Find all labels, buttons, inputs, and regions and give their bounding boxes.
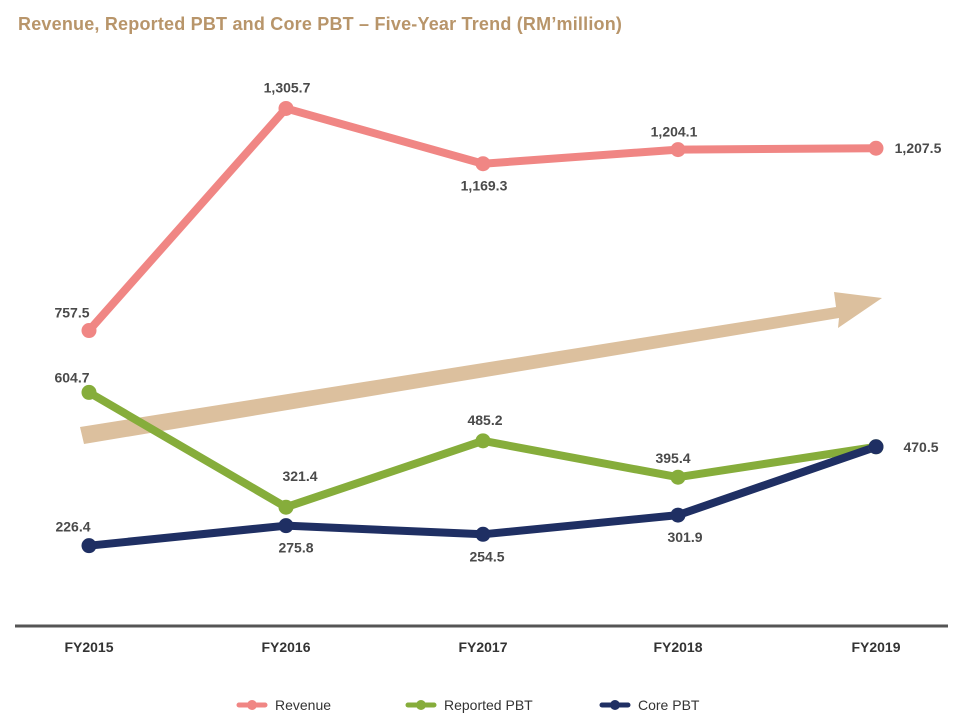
reported-pbt-data-label: 485.2 xyxy=(467,412,502,428)
legend: Revenue Reported PBT Core PBT xyxy=(236,697,700,713)
revenue-point xyxy=(278,100,294,116)
reported-pbt-point xyxy=(670,469,686,485)
revenue-data-label: 1,204.1 xyxy=(651,124,698,140)
revenue-legend-marker xyxy=(247,700,257,710)
core-pbt-point xyxy=(670,507,686,523)
revenue-data-label: 1,169.3 xyxy=(461,178,508,194)
reported-pbt-legend-label: Reported PBT xyxy=(444,697,533,713)
revenue-point xyxy=(670,142,686,158)
core-pbt-data-label: 226.4 xyxy=(55,519,90,535)
reported-pbt-data-label: 470.5 xyxy=(903,439,938,455)
revenue-data-label: 757.5 xyxy=(54,305,89,321)
core-pbt-data-label: 301.9 xyxy=(667,529,702,545)
core-pbt-point xyxy=(81,538,97,554)
x-tick-label: FY2017 xyxy=(458,639,507,655)
core-pbt-data-label: 254.5 xyxy=(469,548,504,564)
x-tick-label: FY2016 xyxy=(261,639,310,655)
core-pbt-legend-label: Core PBT xyxy=(638,697,700,713)
core-pbt-legend-marker xyxy=(610,700,620,710)
revenue-line xyxy=(85,104,880,335)
reported-pbt-data-label: 321.4 xyxy=(282,468,317,484)
x-tick-label: FY2015 xyxy=(64,639,113,655)
x-tick-label: FY2018 xyxy=(653,639,702,655)
revenue-legend-label: Revenue xyxy=(275,697,331,713)
x-tick-labels-layer: FY2015 FY2016 FY2017 FY2018 FY2019 xyxy=(64,639,900,655)
revenue-point xyxy=(868,140,884,156)
cagr-arrow xyxy=(80,292,882,444)
revenue-point xyxy=(475,156,491,172)
series-points-layer xyxy=(81,100,884,554)
reported-pbt-point xyxy=(81,384,97,400)
reported-pbt-data-label: 395.4 xyxy=(655,450,690,466)
revenue-data-label: 1,305.7 xyxy=(264,79,311,95)
core-pbt-point xyxy=(278,518,294,534)
reported-pbt-legend-marker xyxy=(416,700,426,710)
x-tick-label: FY2019 xyxy=(851,639,900,655)
core-pbt-point xyxy=(868,439,884,455)
reported-pbt-data-label: 604.7 xyxy=(54,369,89,385)
data-labels-layer: 757.5 1,305.7 1,169.3 1,204.1 1,207.5 604.7 32… xyxy=(54,79,941,564)
revenue-point xyxy=(81,323,97,339)
revenue-data-label: 1,207.5 xyxy=(895,140,942,156)
core-pbt-point xyxy=(475,526,491,542)
core-pbt-data-label: 275.8 xyxy=(278,540,313,556)
reported-pbt-point xyxy=(475,433,491,449)
chart-title: Revenue, Reported PBT and Core PBT – Fiv… xyxy=(18,14,623,34)
reported-pbt-point xyxy=(278,499,294,515)
